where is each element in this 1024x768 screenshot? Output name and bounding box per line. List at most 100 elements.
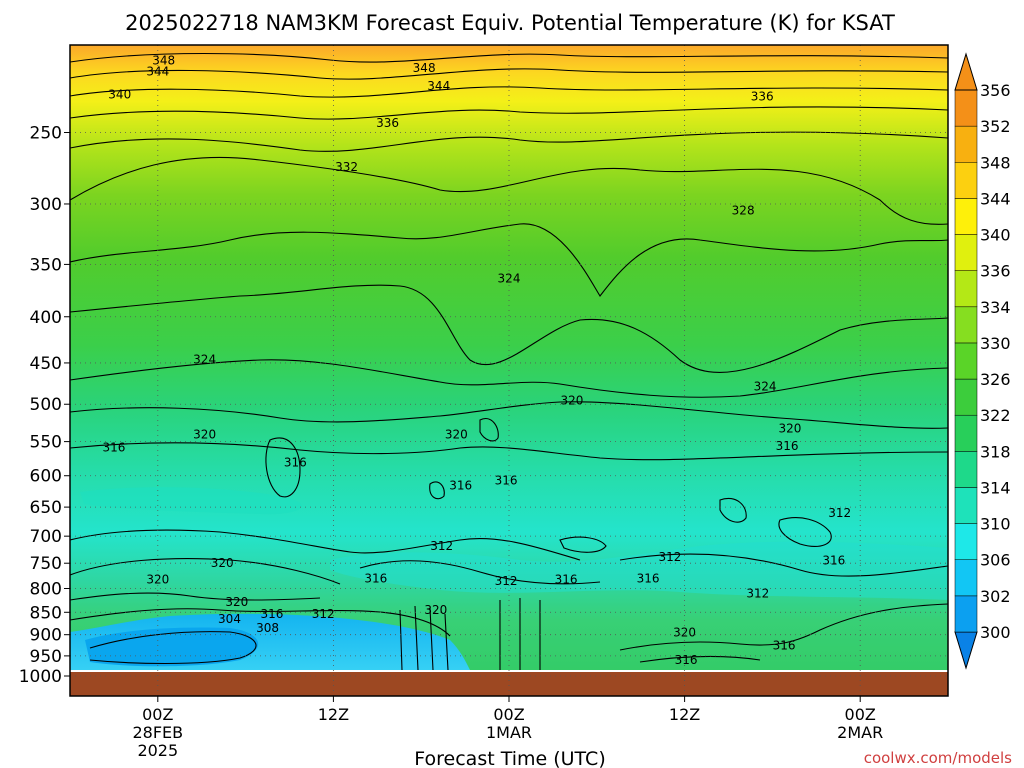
contour-label: 344 (146, 65, 169, 79)
y-tick-label: 1000 (19, 667, 62, 687)
colorbar-tick-label: 306 (980, 551, 1011, 570)
contour-label: 320 (225, 595, 248, 609)
colorbar-swatch (954, 270, 978, 308)
x-axis-label: Forecast Time (UTC) (414, 748, 605, 768)
chart-title: 2025022718 NAM3KM Forecast Equiv. Potent… (125, 11, 895, 35)
colorbar-tick-label: 352 (980, 117, 1011, 136)
contour-label: 320 (445, 427, 468, 441)
contour-label: 320 (560, 393, 583, 407)
colorbar-tick-label: 302 (980, 587, 1011, 606)
contour-lines (70, 52, 948, 670)
y-tick-label: 250 (30, 123, 62, 143)
contour-label: 336 (751, 89, 774, 103)
contour-label: 316 (260, 607, 283, 621)
colorbar-swatch (954, 342, 978, 380)
contour-label: 348 (413, 61, 436, 75)
contour-label: 312 (659, 550, 682, 564)
contour-label: 316 (822, 554, 845, 568)
contour-label: 328 (732, 203, 755, 217)
contour-label: 316 (637, 572, 660, 586)
y-tick-label: 950 (30, 647, 62, 667)
contour-label: 340 (108, 88, 131, 102)
x-tick-label: 28FEB (132, 723, 183, 742)
x-tick-label: 00Z (493, 705, 524, 724)
contour-label: 316 (102, 440, 125, 454)
contour-label: 324 (754, 380, 777, 394)
y-tick-label: 800 (30, 580, 62, 600)
colorbar-swatch (954, 414, 978, 452)
colorbar-swatch (954, 487, 978, 524)
colorbar-swatch (954, 595, 978, 633)
credit-text: coolwx.com/models (864, 749, 1012, 767)
contour-label: 320 (193, 427, 216, 441)
contour-label: 320 (779, 422, 802, 436)
y-tick-label: 550 (30, 433, 62, 453)
contour-label: 316 (284, 455, 307, 469)
colorbar-swatch (954, 378, 978, 416)
contour-label: 316 (675, 653, 698, 667)
contour-label: 316 (495, 473, 518, 487)
contour-label: 316 (773, 638, 796, 652)
y-tick-label: 750 (30, 554, 62, 574)
contour-label: 336 (376, 116, 399, 130)
y-tick-label: 350 (30, 255, 62, 275)
contour-label: 344 (427, 79, 450, 93)
colorbar-swatch (954, 523, 978, 560)
colorbar-swatch (954, 89, 978, 127)
contour-label: 320 (424, 603, 447, 617)
contour-label: 324 (498, 272, 521, 286)
y-tick-label: 900 (30, 626, 62, 646)
contour-label: 316 (776, 439, 799, 453)
x-tick-label: 2025 (137, 741, 178, 760)
colorbar-tick-label: 318 (980, 442, 1011, 461)
contour-label: 332 (335, 160, 358, 174)
colorbar-tick-label: 340 (980, 226, 1011, 245)
low-level-moist-area (330, 541, 948, 600)
contour-label: 324 (193, 352, 216, 366)
colorbar-swatch (954, 125, 978, 163)
plot-area: 3483443403483443363363323283243243243203… (69, 44, 949, 697)
x-tick-label: 00Z (142, 705, 173, 724)
cold-core-area (85, 627, 259, 667)
colorbar-swatch (954, 198, 978, 235)
x-tick-label: 12Z (318, 705, 349, 724)
contour-label: 316 (449, 478, 472, 492)
colorbar-tick-label: 334 (980, 298, 1011, 317)
contour-label: 312 (312, 607, 335, 621)
colorbar-tick-label: 314 (980, 478, 1011, 497)
y-tick-label: 300 (30, 195, 62, 215)
colorbar-tick-label: 356 (980, 81, 1011, 100)
colorbar-tick-label: 330 (980, 334, 1011, 353)
x-tick-label: 00Z (845, 705, 876, 724)
y-axis: 250 300 350 400 450 500 550 600 650 700 750 800 850 9… (19, 123, 70, 687)
x-tick-label: 2MAR (837, 723, 883, 742)
colorbar-tick-label: 336 (980, 262, 1011, 281)
colorbar-swatch (954, 306, 978, 344)
contour-label: 316 (555, 573, 578, 587)
colorbar-swatch (954, 162, 978, 199)
colorbar-tick-label: 348 (980, 153, 1011, 172)
contour-label: 320 (146, 573, 169, 587)
y-tick-label: 850 (30, 603, 62, 623)
time-gridlines (157, 45, 861, 696)
contour-label: 316 (364, 572, 387, 586)
colorbar-swatch (954, 451, 978, 488)
contour-label: 304 (218, 612, 241, 626)
colorbar-tick-label: 344 (980, 189, 1011, 208)
colorbar-tick-label: 310 (980, 515, 1011, 534)
y-tick-label: 600 (30, 467, 62, 487)
colorbar-tick-label: 300 (980, 623, 1011, 642)
colorbar: 300 302 306 310 314 318 322 326 330 334 336 340 344 3… (954, 52, 1011, 670)
contour-label: 312 (828, 506, 851, 520)
contour-label: 320 (673, 626, 696, 640)
colorbar-tick-label: 322 (980, 406, 1011, 425)
x-tick-label: 1MAR (486, 723, 532, 742)
contour-label: 312 (430, 539, 453, 553)
contour-label: 312 (495, 574, 518, 588)
contour-label: 308 (256, 621, 279, 635)
colorbar-high-arrow (954, 52, 978, 91)
x-tick-label: 12Z (669, 705, 700, 724)
y-tick-label: 400 (30, 308, 62, 328)
